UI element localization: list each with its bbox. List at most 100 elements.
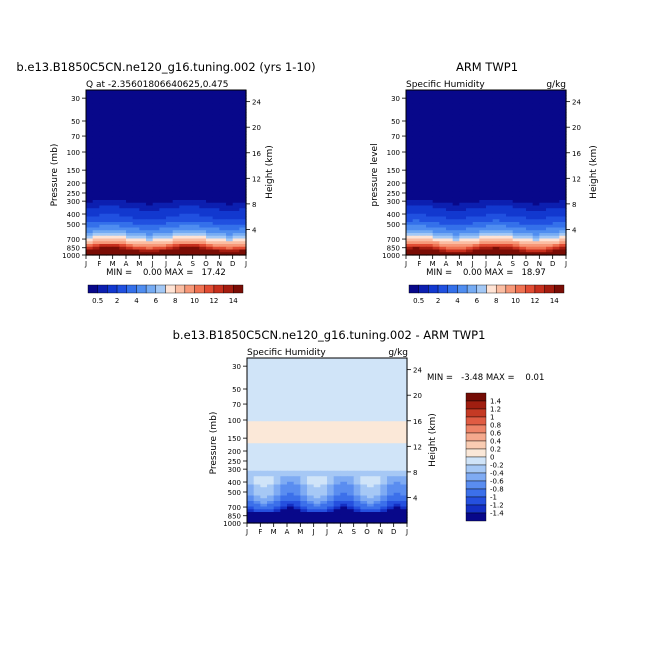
contour-cell [172,134,180,138]
contour-cell [512,131,520,135]
contour-cell [506,103,514,108]
contour-cell [333,407,341,411]
contour-cell [486,117,494,121]
contour-cell [419,202,427,207]
contour-cell [439,150,447,154]
contour-cell [426,186,434,190]
contour-cell [313,437,321,442]
contour-cell [273,470,281,475]
contour-cell [486,233,494,237]
contour-cell [152,123,160,127]
contour-cell [506,106,514,110]
contour-cell [192,235,200,240]
contour-cell [327,435,335,439]
contour-cell [459,172,467,176]
contour-cell [532,252,540,256]
contour-cell [512,161,520,165]
contour-cell [452,252,460,256]
contour-cell [192,90,200,94]
contour-cell [152,246,160,251]
contour-cell [512,216,520,220]
contour-cell [512,224,520,229]
contour-cell [512,120,520,124]
contour-cell [219,131,227,135]
contour-cell [126,211,134,215]
contour-cell [86,233,94,237]
contour-cell [273,382,281,387]
contour-cell [132,114,140,119]
contour-cell [360,506,368,510]
contour-cell [239,191,247,196]
contour-cell [367,446,375,450]
contour-cell [446,153,454,157]
contour-cell [412,180,420,185]
contour-cell [439,175,447,179]
contour-cell [179,200,187,204]
contour-cell [412,101,420,105]
contour-cell [552,183,560,187]
contour-cell [526,197,534,201]
contour-cell [472,230,480,234]
contour-cell [280,465,288,469]
contour-cell [253,371,261,376]
contour-cell [472,183,480,187]
contour-cell [406,150,414,154]
contour-cell [432,200,440,204]
contour-cell [373,407,381,411]
contour-cell [519,90,527,94]
contour-cell [179,227,187,231]
contour-cell [539,114,547,119]
contour-cell [199,106,207,110]
contour-cell [239,145,247,149]
contour-cell [300,432,308,436]
contour-cell [226,227,234,231]
contour-cell [106,169,114,174]
contour-cell [280,487,288,491]
contour-cell [206,134,214,138]
contour-cell [532,90,540,94]
contour-cell [552,205,560,209]
contour-cell [199,95,207,99]
contour-cell [387,410,395,414]
contour-cell [192,191,200,196]
contour-cell [152,164,160,168]
contour-cell [499,153,507,157]
contour-cell [400,402,408,406]
contour-cell [333,369,341,373]
contour-cell [466,189,474,193]
y-tick-label: 400 [228,479,241,487]
contour-cell [126,235,134,240]
contour-cell [452,95,460,99]
contour-cell [253,503,261,508]
contour-cell [347,446,355,450]
contour-cell [239,136,247,141]
contour-cell [367,435,375,439]
contour-cell [532,112,540,116]
contour-cell [106,175,114,179]
contour-cell [300,457,308,461]
contour-cell [139,161,147,165]
y-tick-label: 150 [228,435,241,443]
contour-cell [293,385,301,389]
contour-cell [519,114,527,119]
contour-cell [333,410,341,414]
contour-cell [132,123,140,127]
contour-cell [393,418,401,422]
contour-cell [347,468,355,472]
contour-cell [247,465,255,469]
contour-cell [486,186,494,190]
contour-cell [393,399,401,403]
contour-cell [559,145,567,149]
contour-cell [546,252,554,256]
contour-cell [380,465,388,469]
contour-cell [132,213,140,218]
contour-cell [206,142,214,146]
contour-cell [146,120,154,124]
contour-cell [86,95,94,99]
contour-cell [313,509,321,513]
contour-cell [532,216,540,220]
contour-cell [526,164,534,168]
contour-cell [112,156,120,160]
panel-diff-title: b.e13.B1850C5CN.ne120_g16.tuning.002 - A… [173,328,486,342]
contour-cell [393,479,401,483]
